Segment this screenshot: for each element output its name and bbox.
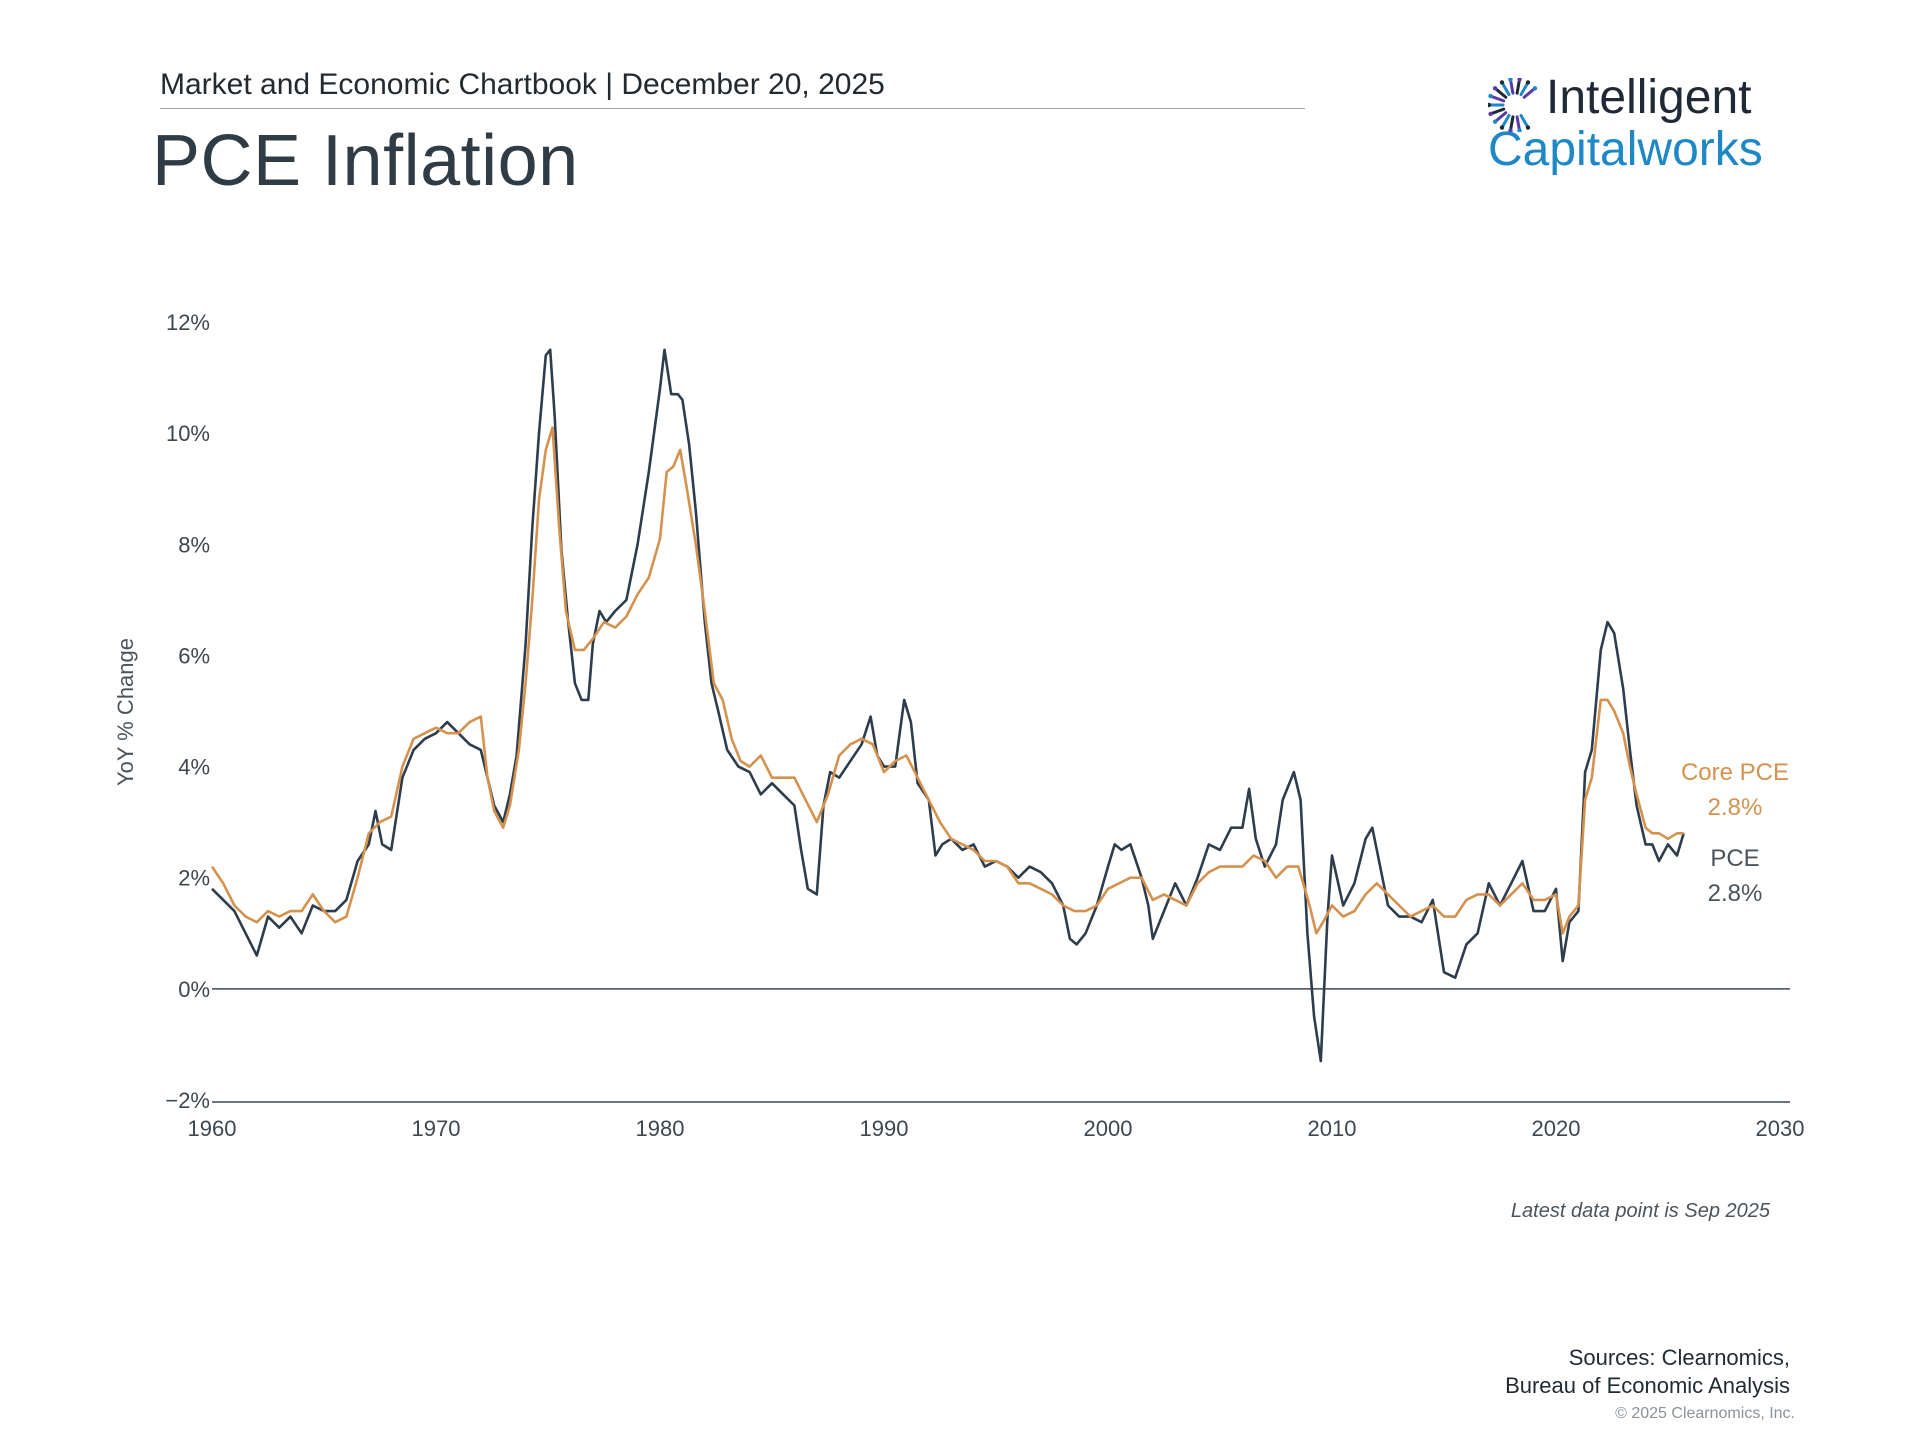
y-tick-label: 10% bbox=[166, 421, 210, 446]
x-tick-label: 1970 bbox=[412, 1116, 461, 1141]
logo-ray bbox=[1515, 115, 1521, 131]
sources-note: Sources: Clearnomics, Bureau of Economic… bbox=[1380, 1344, 1790, 1400]
core-pce-label: Core PCE bbox=[1681, 759, 1789, 786]
sources-line-2: Bureau of Economic Analysis bbox=[1505, 1373, 1790, 1398]
series-end-labels: Core PCE 2.8% PCE 2.8% bbox=[1681, 759, 1789, 907]
logo-dot bbox=[1488, 111, 1493, 117]
company-logo: Intelligent Capitalworks bbox=[1488, 70, 1788, 185]
y-tick-label: −2% bbox=[165, 1088, 210, 1113]
x-axis-ticks: 1960 1970 1980 1990 2000 2010 2020 2030 bbox=[188, 1116, 1805, 1141]
logo-ray bbox=[1522, 88, 1535, 99]
page-title: PCE Inflation bbox=[152, 121, 579, 201]
series-group bbox=[210, 348, 1685, 1063]
pce-line bbox=[211, 348, 1685, 1063]
core-pce-value-label: 2.8% bbox=[1708, 794, 1763, 821]
x-tick-label: 1990 bbox=[860, 1116, 909, 1141]
logo-ray bbox=[1490, 95, 1506, 103]
logo-dot bbox=[1488, 102, 1492, 108]
logo-dot bbox=[1517, 78, 1522, 82]
logo-dot bbox=[1492, 86, 1498, 91]
pce-value-label: 2.8% bbox=[1708, 880, 1763, 907]
y-tick-label: 8% bbox=[178, 532, 210, 557]
logo-dot bbox=[1525, 125, 1531, 130]
logo-text-intelligent: Intelligent bbox=[1546, 71, 1752, 124]
logo-ray bbox=[1495, 111, 1508, 122]
logo-dot bbox=[1525, 80, 1531, 85]
logo-ray bbox=[1490, 107, 1506, 115]
core-pce-line bbox=[210, 426, 1684, 935]
logo-ray bbox=[1501, 113, 1511, 128]
y-tick-label: 6% bbox=[178, 643, 210, 668]
latest-data-note: Latest data point is Sep 2025 bbox=[1510, 1200, 1770, 1222]
y-tick-label: 0% bbox=[178, 977, 210, 1002]
y-tick-label: 2% bbox=[178, 866, 210, 891]
y-axis-title-group: YoY % Change bbox=[113, 638, 138, 786]
x-tick-label: 1960 bbox=[188, 1116, 237, 1141]
logo-dot bbox=[1499, 80, 1505, 85]
y-axis-ticks: 12% 10% 8% 6% 4% 2% 0% −2% bbox=[165, 310, 210, 1113]
logo-ray bbox=[1495, 88, 1508, 99]
logo-dot bbox=[1499, 125, 1505, 130]
y-tick-label: 12% bbox=[166, 310, 210, 335]
logo-ray bbox=[1509, 115, 1515, 131]
logo-text-capitalworks: Capitalworks bbox=[1488, 123, 1763, 176]
logo-dot bbox=[1508, 78, 1513, 82]
logo-ray bbox=[1515, 79, 1521, 95]
chartbook-header: Market and Economic Chartbook | December… bbox=[160, 68, 885, 101]
x-tick-label: 2000 bbox=[1084, 1116, 1133, 1141]
y-axis-title: YoY % Change bbox=[113, 638, 138, 786]
header-divider bbox=[160, 108, 1305, 109]
logo-ray bbox=[1501, 82, 1511, 97]
x-tick-label: 2020 bbox=[1532, 1116, 1581, 1141]
logo-dot bbox=[1517, 128, 1522, 132]
sunburst-c-logo-icon bbox=[1488, 78, 1538, 132]
x-tick-label: 2030 bbox=[1756, 1116, 1805, 1141]
x-tick-label: 2010 bbox=[1308, 1116, 1357, 1141]
x-tick-label: 1980 bbox=[636, 1116, 685, 1141]
sources-line-1: Sources: Clearnomics, bbox=[1568, 1345, 1790, 1370]
logo-dot bbox=[1508, 128, 1513, 132]
logo-dot bbox=[1532, 86, 1538, 91]
logo-dot bbox=[1492, 119, 1498, 124]
logo-ray bbox=[1519, 82, 1529, 97]
copyright-note: © 2025 Clearnomics, Inc. bbox=[1615, 1405, 1795, 1422]
y-tick-label: 4% bbox=[178, 755, 210, 780]
logo-dot bbox=[1488, 93, 1493, 99]
pce-label: PCE bbox=[1710, 845, 1759, 872]
logo-ray bbox=[1509, 79, 1515, 95]
logo-ray bbox=[1519, 113, 1529, 128]
